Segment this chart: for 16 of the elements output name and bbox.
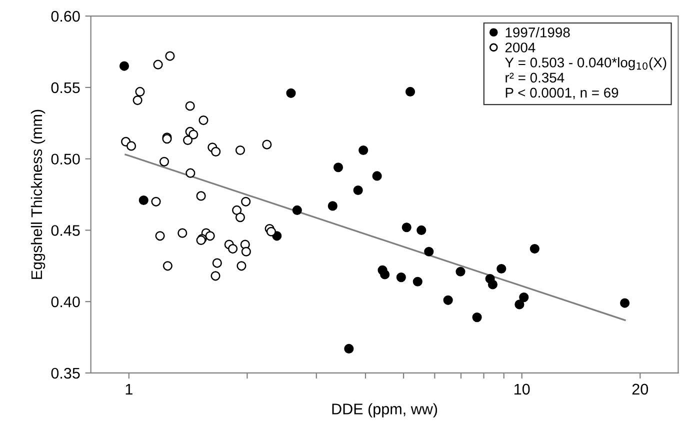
annotation: P < 0.0001, n = 69 (506, 88, 618, 100)
y-tick-label: 0.35 (51, 368, 80, 379)
x-tick-label: 10 (514, 384, 530, 395)
x-tick-label: 1 (126, 384, 132, 394)
y-tick-label: 0.60 (51, 10, 80, 22)
legend-label: 2004 (505, 42, 536, 52)
y-axis-title: Eggshell Thickness (mm) (30, 110, 46, 279)
y-tick-label: 0.45 (51, 225, 80, 236)
y-tick-label: 0.55 (51, 82, 80, 94)
annotation: Y = 0.503 - 0.040*log$_{10}$(X) (505, 57, 666, 70)
x-tick-label: 20 (632, 384, 648, 395)
annotation: r² = 0.354 (506, 72, 564, 83)
y-tick-label: 0.50 (51, 154, 80, 165)
y-tick-label: 0.40 (51, 296, 80, 308)
x-axis-title: DDE (ppm, ww) (332, 403, 438, 418)
legend-label: 1997/1998 (506, 27, 570, 38)
